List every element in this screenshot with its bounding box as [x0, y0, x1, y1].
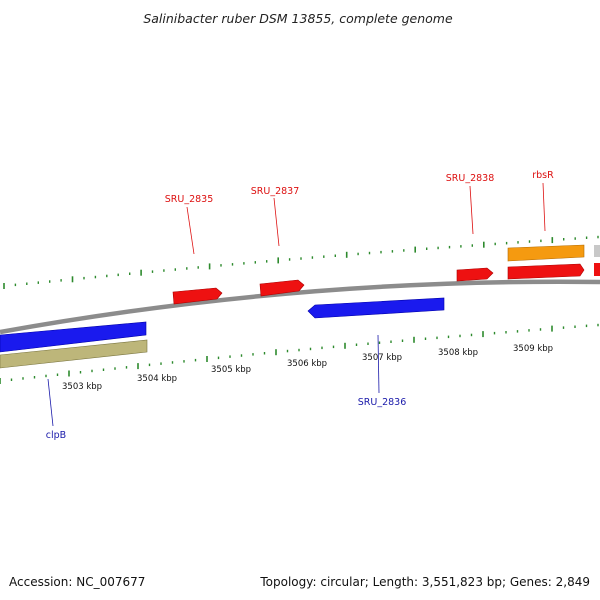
leader-sru-2835	[186, 206, 195, 255]
gene-olive-block	[0, 339, 148, 369]
gene-gray-edge-block	[594, 245, 600, 257]
gene-sru-2836-arrow	[307, 297, 445, 319]
leader-rbsr	[542, 182, 546, 232]
kbp-label-3506: 3506 kbp	[287, 359, 327, 369]
map-title: Salinibacter ruber DSM 13855, complete g…	[143, 11, 453, 26]
kbp-label-3503: 3503 kbp	[62, 382, 102, 392]
gene-label-sru-2836: SRU_2836	[358, 397, 407, 408]
leader-sru-2838	[469, 185, 474, 235]
leader-sru-2837	[273, 197, 280, 247]
kbp-label-3509: 3509 kbp	[513, 344, 553, 354]
gene-label-sru-2838: SRU_2838	[446, 173, 495, 184]
tick-track-outer	[3, 235, 599, 289]
tick-track-inner	[0, 323, 599, 384]
gene-label-clpb: clpB	[46, 430, 66, 441]
kbp-label-3507: 3507 kbp	[362, 353, 402, 363]
gene-clpb-arrow	[0, 321, 147, 353]
gene-sru-2835-arrow	[172, 287, 223, 305]
genome-backbone	[0, 279, 600, 335]
accession-text: Accession: NC_007677	[9, 575, 145, 589]
leader-sru-2836	[377, 334, 380, 394]
gene-red-edge-block	[594, 263, 600, 276]
kbp-label-3504: 3504 kbp	[137, 374, 177, 384]
gene-rbsr-arrow	[507, 263, 585, 280]
gene-label-sru-2837: SRU_2837	[251, 186, 300, 197]
kbp-label-3508: 3508 kbp	[438, 348, 478, 358]
kbp-label-3505: 3505 kbp	[211, 365, 251, 375]
topology-text: Topology: circular; Length: 3,551,823 bp…	[259, 575, 590, 589]
gene-label-sru-2835: SRU_2835	[165, 194, 214, 205]
gene-sru-2838-arrow	[456, 267, 494, 282]
leader-clpb	[47, 378, 54, 427]
gene-sru-2837-arrow	[259, 279, 305, 297]
gene-label-rbsr: rbsR	[532, 170, 554, 181]
gene-orange-block	[507, 244, 585, 262]
